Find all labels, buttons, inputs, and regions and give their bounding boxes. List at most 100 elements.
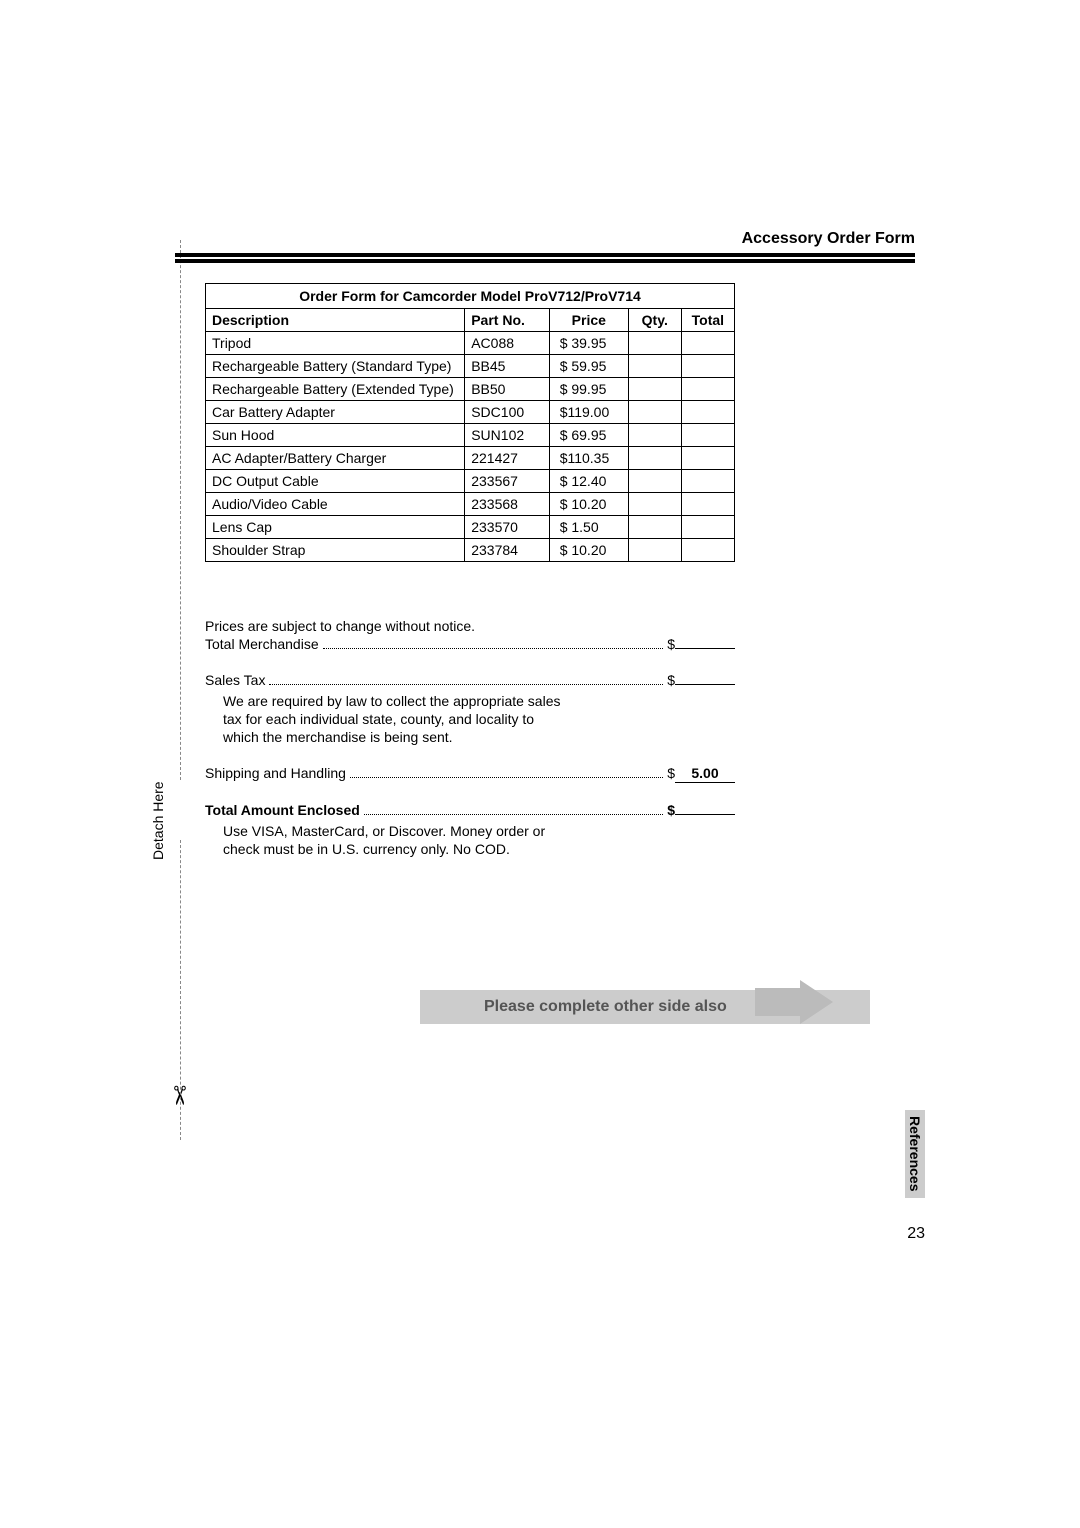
sales-tax-label: Sales Tax xyxy=(205,671,265,689)
cell-qty-input[interactable] xyxy=(628,401,681,424)
col-qty: Qty. xyxy=(628,309,681,332)
cell-partno: SUN102 xyxy=(465,424,549,447)
sales-tax-line: Sales Tax $ xyxy=(205,671,735,689)
cell-price: $110.35 xyxy=(549,447,628,470)
table-row: Car Battery AdapterSDC100$119.00 xyxy=(206,401,734,424)
table-row: Rechargeable Battery (Extended Type)BB50… xyxy=(206,378,734,401)
cell-price: $ 39.95 xyxy=(549,332,628,355)
cell-price: $ 1.50 xyxy=(549,516,628,539)
cell-total-input[interactable] xyxy=(681,378,734,401)
form-title: Order Form for Camcorder Model ProV712/P… xyxy=(206,284,734,308)
cell-description: Audio/Video Cable xyxy=(206,493,465,516)
col-description: Description xyxy=(206,309,465,332)
table-row: DC Output Cable233567$ 12.40 xyxy=(206,470,734,493)
scissor-icon: ✂ xyxy=(163,1085,194,1107)
currency: $ xyxy=(667,671,675,689)
cell-description: Tripod xyxy=(206,332,465,355)
cell-description: DC Output Cable xyxy=(206,470,465,493)
dots xyxy=(350,777,663,778)
col-total: Total xyxy=(681,309,734,332)
cell-price: $ 69.95 xyxy=(549,424,628,447)
cell-total-input[interactable] xyxy=(681,424,734,447)
cell-qty-input[interactable] xyxy=(628,516,681,539)
cell-partno: BB45 xyxy=(465,355,549,378)
sales-tax-note: We are required by law to collect the ap… xyxy=(223,692,573,747)
shipping-amount: 5.00 xyxy=(675,764,735,783)
cell-qty-input[interactable] xyxy=(628,470,681,493)
col-partno: Part No. xyxy=(465,309,549,332)
cell-total-input[interactable] xyxy=(681,493,734,516)
cell-description: AC Adapter/Battery Charger xyxy=(206,447,465,470)
notes-section: Prices are subject to change without not… xyxy=(205,617,735,858)
currency: $ xyxy=(667,801,675,819)
cell-partno: 233570 xyxy=(465,516,549,539)
cell-qty-input[interactable] xyxy=(628,447,681,470)
total-enclosed-amount-input[interactable] xyxy=(675,814,735,815)
cell-total-input[interactable] xyxy=(681,447,734,470)
table-row: Shoulder Strap233784$ 10.20 xyxy=(206,539,734,562)
cell-price: $119.00 xyxy=(549,401,628,424)
order-table: Description Part No. Price Qty. Total Tr… xyxy=(206,308,734,561)
cell-price: $ 99.95 xyxy=(549,378,628,401)
banner-text: Please complete other side also xyxy=(484,998,727,1016)
cell-description: Rechargeable Battery (Standard Type) xyxy=(206,355,465,378)
cell-description: Lens Cap xyxy=(206,516,465,539)
total-enclosed-label: Total Amount Enclosed xyxy=(205,801,360,819)
total-enclosed-line: Total Amount Enclosed $ xyxy=(205,801,735,819)
table-row: Rechargeable Battery (Standard Type)BB45… xyxy=(206,355,734,378)
cell-description: Shoulder Strap xyxy=(206,539,465,562)
order-form-box: Order Form for Camcorder Model ProV712/P… xyxy=(205,283,735,562)
cell-price: $ 10.20 xyxy=(549,493,628,516)
page-content: Accessory Order Form Order Form for Camc… xyxy=(175,230,915,858)
cell-description: Sun Hood xyxy=(206,424,465,447)
currency: $ xyxy=(667,635,675,653)
cell-partno: 233784 xyxy=(465,539,549,562)
detach-dashed-line-bottom xyxy=(180,840,181,1140)
sales-tax-amount-input[interactable] xyxy=(675,684,735,685)
table-row: TripodAC088$ 39.95 xyxy=(206,332,734,355)
dots xyxy=(269,684,663,685)
payment-note: Use VISA, MasterCard, or Discover. Money… xyxy=(223,822,573,858)
cell-qty-input[interactable] xyxy=(628,424,681,447)
references-tab: References xyxy=(905,1110,925,1198)
cell-qty-input[interactable] xyxy=(628,378,681,401)
table-row: Sun HoodSUN102$ 69.95 xyxy=(206,424,734,447)
cell-qty-input[interactable] xyxy=(628,355,681,378)
price-notice: Prices are subject to change without not… xyxy=(205,617,735,635)
cell-price: $ 59.95 xyxy=(549,355,628,378)
col-price: Price xyxy=(549,309,628,332)
currency: $ xyxy=(667,764,675,782)
cell-partno: 233567 xyxy=(465,470,549,493)
detach-label: Detach Here xyxy=(150,760,166,860)
header-rule xyxy=(175,259,915,263)
cell-partno: AC088 xyxy=(465,332,549,355)
cell-partno: BB50 xyxy=(465,378,549,401)
cell-qty-input[interactable] xyxy=(628,332,681,355)
table-row: Audio/Video Cable233568$ 10.20 xyxy=(206,493,734,516)
cell-price: $ 12.40 xyxy=(549,470,628,493)
cell-total-input[interactable] xyxy=(681,516,734,539)
cell-partno: 221427 xyxy=(465,447,549,470)
merchandise-amount-input[interactable] xyxy=(675,648,735,649)
table-row: Lens Cap233570$ 1.50 xyxy=(206,516,734,539)
cell-total-input[interactable] xyxy=(681,332,734,355)
arrow-icon xyxy=(755,980,835,1025)
cell-qty-input[interactable] xyxy=(628,493,681,516)
cell-qty-input[interactable] xyxy=(628,539,681,562)
cell-total-input[interactable] xyxy=(681,470,734,493)
cell-total-input[interactable] xyxy=(681,355,734,378)
cell-price: $ 10.20 xyxy=(549,539,628,562)
table-row: AC Adapter/Battery Charger221427$110.35 xyxy=(206,447,734,470)
total-merchandise-label: Total Merchandise xyxy=(205,635,319,653)
page-number: 23 xyxy=(907,1225,925,1243)
dots xyxy=(364,814,663,815)
cell-total-input[interactable] xyxy=(681,401,734,424)
cell-partno: 233568 xyxy=(465,493,549,516)
shipping-line: Shipping and Handling $ 5.00 xyxy=(205,764,735,783)
cell-partno: SDC100 xyxy=(465,401,549,424)
cell-description: Car Battery Adapter xyxy=(206,401,465,424)
cell-total-input[interactable] xyxy=(681,539,734,562)
total-merchandise-line: Total Merchandise $ xyxy=(205,635,735,653)
table-header-row: Description Part No. Price Qty. Total xyxy=(206,309,734,332)
cell-description: Rechargeable Battery (Extended Type) xyxy=(206,378,465,401)
